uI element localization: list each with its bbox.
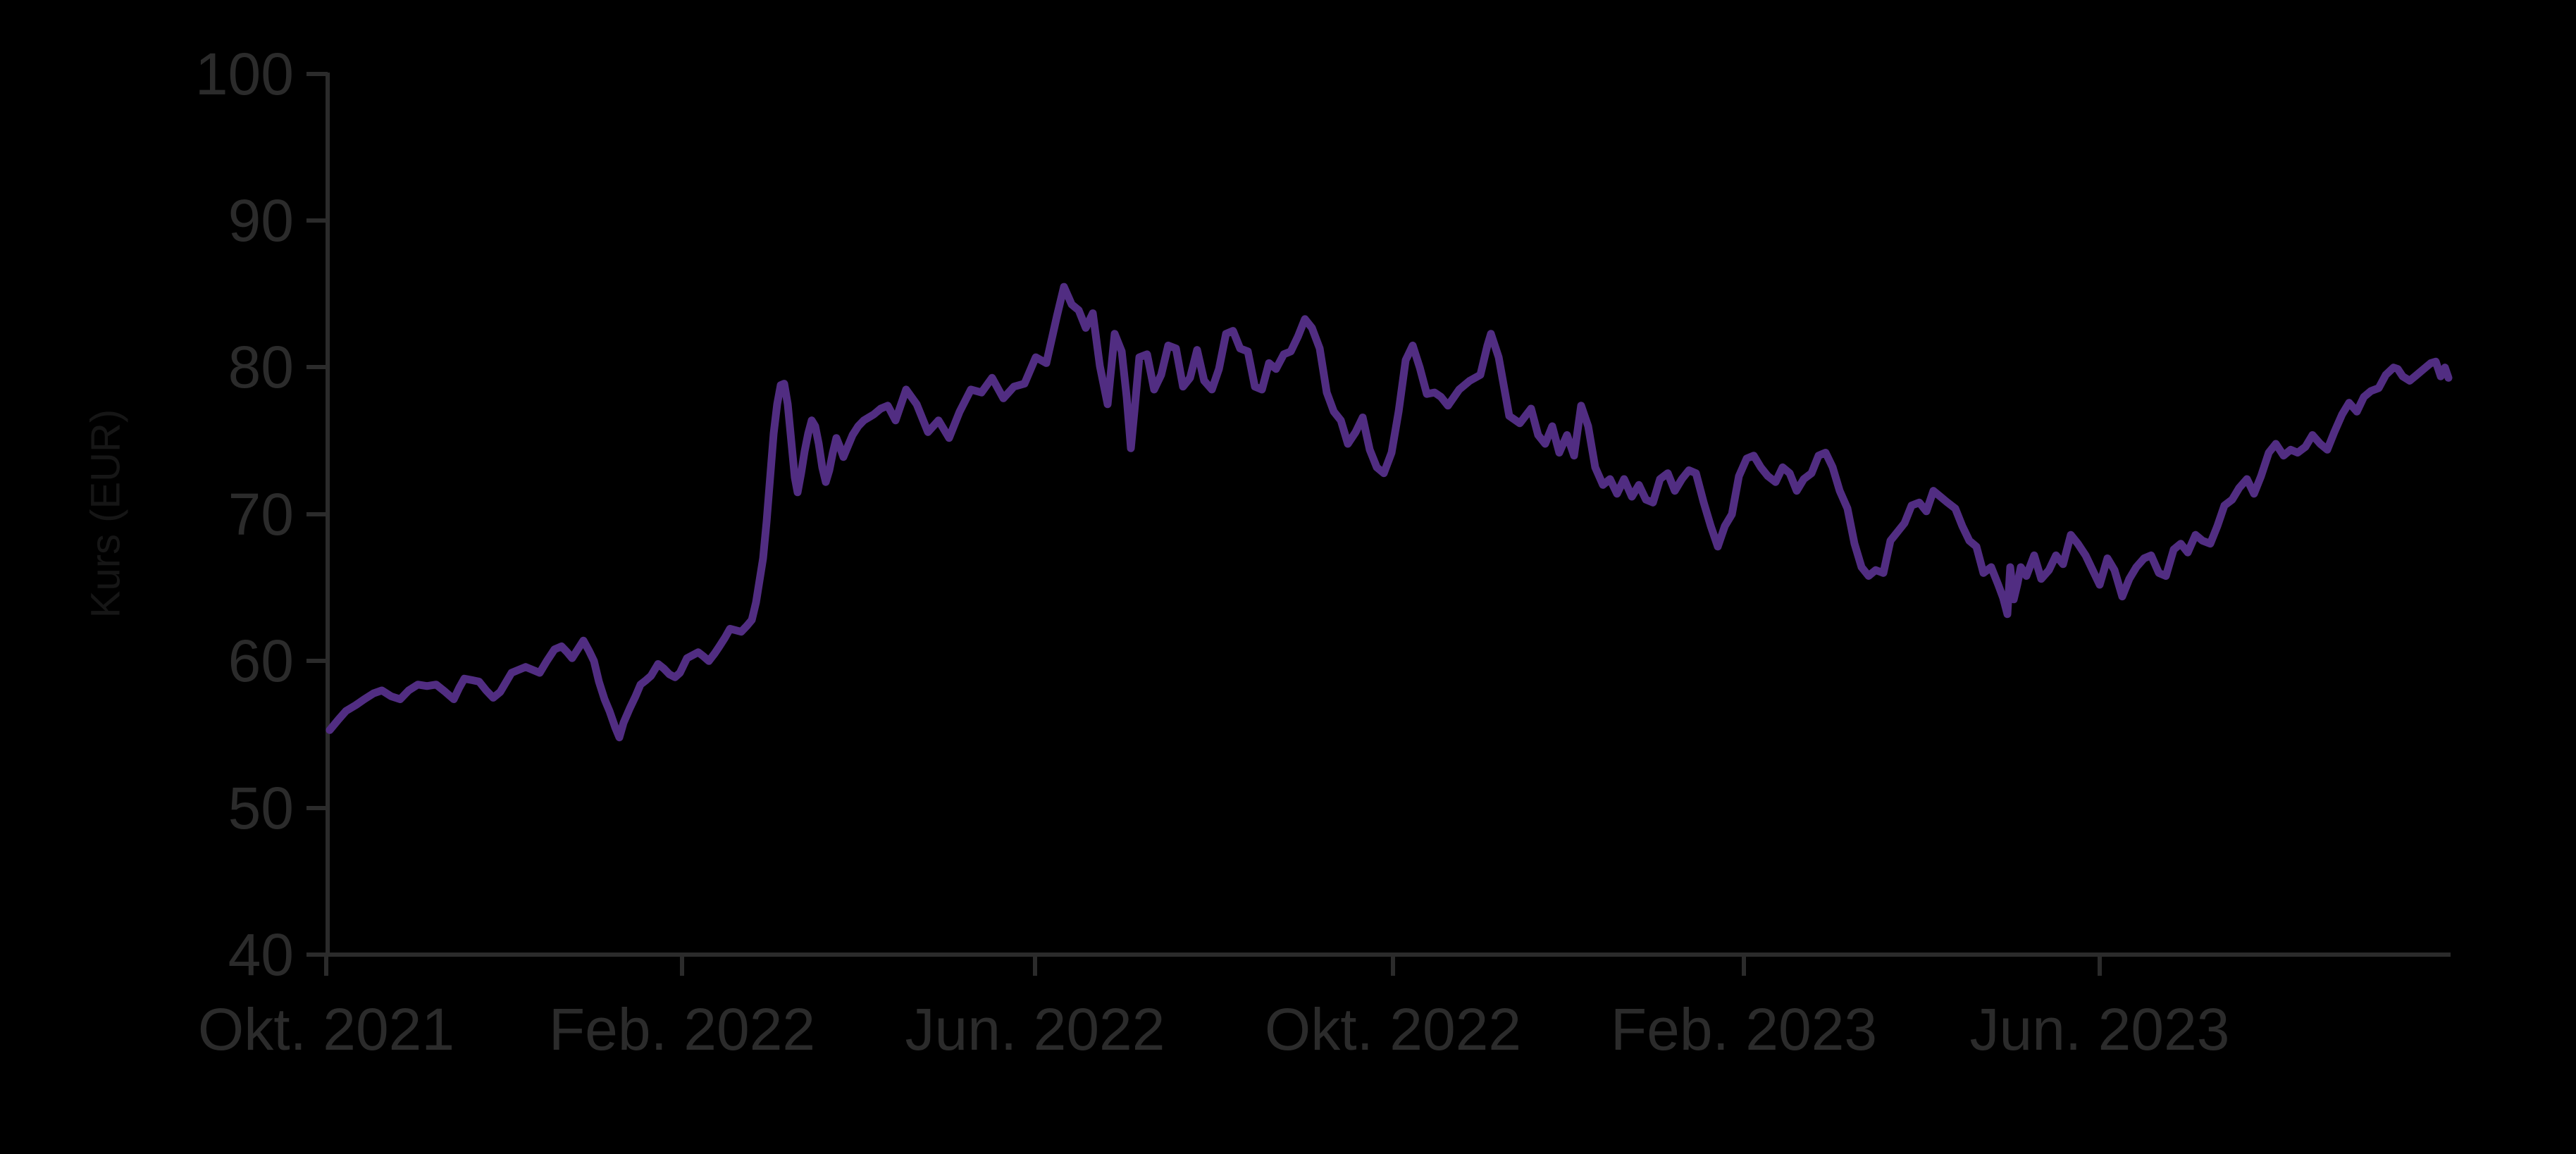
y-tick-label: 70 (228, 481, 294, 547)
y-tick-label: 60 (228, 628, 294, 694)
x-tick-label: Jun. 2022 (905, 996, 1165, 1062)
y-axis-title: Kurs (EUR) (83, 409, 129, 618)
y-tick-label: 50 (228, 775, 294, 841)
x-tick-label: Jun. 2023 (1970, 996, 2230, 1062)
y-tick-label: 100 (195, 41, 294, 107)
price-line-series (326, 283, 2453, 742)
y-tick-label: 80 (228, 334, 294, 400)
x-tick-label: Okt. 2021 (198, 996, 454, 1062)
chart-container: 100 90 80 70 60 50 40 Okt. 2021 Feb. 2022 Jun. 20… (82, 41, 2453, 1062)
x-tick-label: Feb. 2022 (549, 996, 815, 1062)
y-tick-label: 90 (228, 187, 294, 254)
y-tick-label: 40 (228, 922, 294, 988)
x-tick-label: Okt. 2022 (1265, 996, 1521, 1062)
x-tick-label: Feb. 2023 (1611, 996, 1877, 1062)
